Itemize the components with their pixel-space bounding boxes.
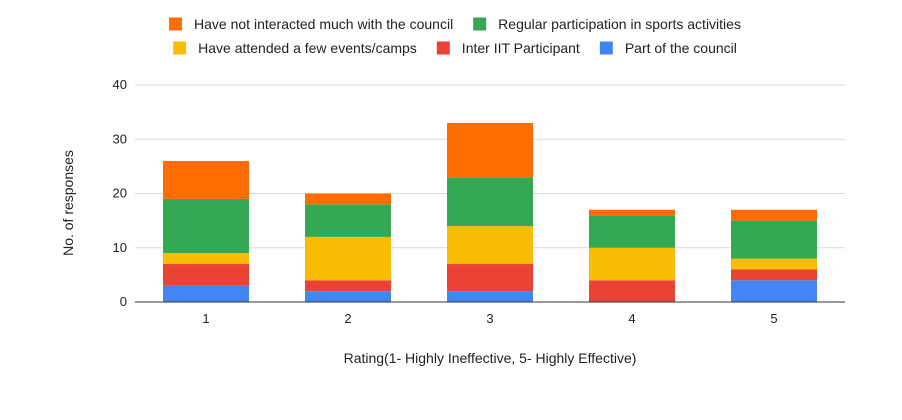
legend-swatch bbox=[436, 41, 450, 55]
legend-label: Have not interacted much with the counci… bbox=[194, 16, 453, 32]
legend-row: Have attended a few events/camps Inter II… bbox=[173, 40, 737, 56]
legend-row: Have not interacted much with the counci… bbox=[169, 16, 741, 32]
x-tick-label: 5 bbox=[770, 311, 777, 326]
bars bbox=[163, 122, 817, 302]
legend-label: Have attended a few events/camps bbox=[198, 40, 417, 56]
legend-item-regular-participation-in-sports-activities: Regular participation in sports activiti… bbox=[473, 16, 741, 32]
x-axis-title: Rating(1- Highly Ineffective, 5- Highly … bbox=[344, 350, 637, 366]
legend-item-inter-iit-participant: Inter IIT Participant bbox=[436, 40, 580, 56]
legend-swatch bbox=[173, 41, 187, 55]
x-tick-label: 4 bbox=[628, 311, 635, 326]
bar-segment-have-not-interacted-much-with-the-council-5 bbox=[731, 209, 817, 221]
y-tick-label: 30 bbox=[113, 131, 127, 146]
bar-segment-have-attended-a-few-events-camps-5 bbox=[731, 258, 817, 270]
bar-segment-inter-iit-participant-1 bbox=[163, 264, 249, 286]
legend: Have not interacted much with the counci… bbox=[169, 16, 741, 56]
bar-segment-part-of-the-council-2 bbox=[305, 291, 391, 302]
legend-item-part-of-the-council: Part of the council bbox=[599, 40, 737, 56]
legend-item-have-attended-a-few-events-camps: Have attended a few events/camps bbox=[173, 40, 417, 56]
bar-segment-part-of-the-council-5 bbox=[731, 280, 817, 302]
bar-segment-have-not-interacted-much-with-the-council-3 bbox=[447, 122, 533, 178]
bar-segment-part-of-the-council-1 bbox=[163, 285, 249, 302]
bar-segment-have-not-interacted-much-with-the-council-2 bbox=[305, 193, 391, 205]
y-tick-label: 40 bbox=[113, 77, 127, 92]
x-tick-label: 3 bbox=[486, 311, 493, 326]
bar-segment-have-attended-a-few-events-camps-4 bbox=[589, 247, 675, 281]
bar-segment-inter-iit-participant-2 bbox=[305, 280, 391, 292]
bar-segment-inter-iit-participant-4 bbox=[589, 280, 675, 302]
y-tick-label: 20 bbox=[113, 186, 127, 201]
bar-segment-have-not-interacted-much-with-the-council-4 bbox=[589, 209, 675, 216]
legend-swatch bbox=[599, 41, 613, 55]
bar-segment-have-not-interacted-much-with-the-council-1 bbox=[163, 160, 249, 199]
bar-segment-regular-participation-in-sports-activities-3 bbox=[447, 177, 533, 227]
y-tick-label: 0 bbox=[120, 294, 127, 309]
bar-segment-regular-participation-in-sports-activities-4 bbox=[589, 215, 675, 248]
bar-segment-inter-iit-participant-3 bbox=[447, 264, 533, 292]
legend-swatch bbox=[473, 17, 487, 31]
legend-swatch bbox=[169, 17, 183, 31]
x-tick-label: 1 bbox=[202, 311, 209, 326]
legend-label: Part of the council bbox=[625, 40, 737, 56]
bar-segment-regular-participation-in-sports-activities-5 bbox=[731, 220, 817, 259]
bar-segment-have-attended-a-few-events-camps-3 bbox=[447, 226, 533, 265]
y-axis-title: No. of responses bbox=[60, 150, 76, 256]
bar-segment-have-attended-a-few-events-camps-1 bbox=[163, 253, 249, 265]
bar-segment-regular-participation-in-sports-activities-1 bbox=[163, 198, 249, 254]
bar-segment-part-of-the-council-3 bbox=[447, 291, 533, 302]
bar-segment-inter-iit-participant-5 bbox=[731, 269, 817, 281]
legend-item-have-not-interacted-much-with-the-council: Have not interacted much with the counci… bbox=[169, 16, 453, 32]
legend-label: Inter IIT Participant bbox=[462, 40, 580, 56]
y-tick-label: 10 bbox=[113, 240, 127, 255]
axes: 0 10 20 30 40 1 2 3 4 5 bbox=[113, 77, 845, 326]
x-tick-label: 2 bbox=[344, 311, 351, 326]
bar-segment-have-attended-a-few-events-camps-2 bbox=[305, 236, 391, 281]
bar-segment-regular-participation-in-sports-activities-2 bbox=[305, 204, 391, 237]
legend-label: Regular participation in sports activiti… bbox=[498, 16, 741, 32]
